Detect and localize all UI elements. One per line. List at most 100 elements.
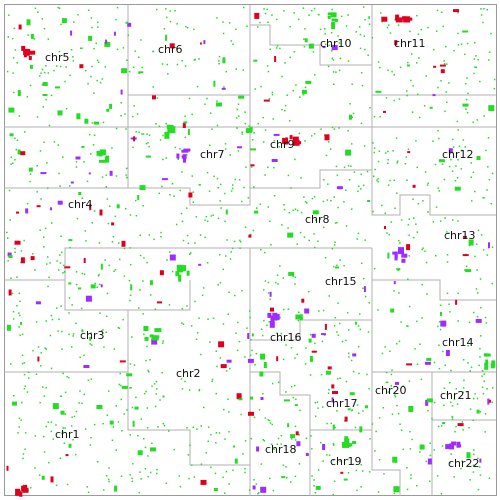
feature-mark (203, 40, 206, 45)
feature-mark (270, 244, 272, 246)
feature-mark (186, 234, 189, 237)
feature-mark (387, 252, 390, 259)
feature-mark (73, 415, 76, 418)
feature-mark (85, 240, 87, 242)
feature-mark (304, 308, 310, 314)
feature-mark (336, 186, 343, 190)
feature-mark (222, 268, 224, 271)
feature-mark (451, 405, 454, 407)
feature-mark (108, 480, 110, 483)
feature-mark (366, 170, 369, 173)
feature-mark (398, 247, 404, 255)
feature-mark (55, 484, 58, 487)
feature-mark (271, 14, 273, 16)
feature-mark (322, 200, 325, 203)
feature-mark (103, 346, 105, 348)
feature-mark (295, 439, 297, 441)
feature-mark (178, 274, 182, 282)
feature-mark (148, 145, 150, 148)
feature-mark (95, 42, 97, 45)
feature-mark (43, 141, 45, 143)
feature-mark (165, 482, 168, 485)
feature-mark (186, 427, 188, 429)
feature-mark (348, 352, 350, 355)
feature-mark (269, 220, 271, 223)
feature-mark (479, 474, 482, 476)
feature-mark (165, 157, 167, 159)
feature-mark (311, 197, 314, 200)
feature-mark (382, 407, 385, 409)
feature-mark (419, 444, 425, 450)
feature-mark (313, 233, 315, 235)
feature-mark (259, 203, 262, 205)
feature-mark (457, 11, 459, 14)
feature-mark (249, 354, 252, 357)
feature-mark (327, 15, 331, 19)
feature-mark (435, 206, 438, 208)
feature-mark (235, 28, 237, 31)
feature-mark (283, 399, 290, 402)
feature-mark (241, 131, 243, 133)
feature-mark (15, 488, 21, 496)
feature-mark (14, 137, 16, 140)
feature-mark (406, 466, 408, 469)
feature-mark (59, 65, 62, 68)
feature-mark (205, 215, 208, 218)
feature-mark (396, 162, 398, 164)
feature-mark (343, 264, 345, 267)
feature-mark (64, 427, 66, 429)
feature-mark (365, 405, 368, 409)
feature-mark (304, 200, 307, 203)
feature-mark (328, 141, 330, 143)
feature-mark (176, 63, 179, 66)
feature-mark (237, 146, 243, 149)
feature-mark (335, 18, 339, 22)
feature-mark (293, 12, 295, 14)
feature-mark (254, 12, 260, 19)
feature-mark (411, 53, 413, 55)
feature-mark (43, 451, 46, 453)
feature-mark (93, 92, 95, 94)
feature-mark (394, 18, 396, 21)
feature-mark (289, 56, 291, 59)
feature-mark (206, 262, 209, 264)
feature-mark (468, 239, 474, 246)
feature-mark (373, 147, 376, 149)
feature-mark (453, 49, 455, 52)
feature-mark (198, 184, 200, 186)
feature-mark (204, 103, 206, 105)
feature-mark (356, 238, 358, 240)
feature-mark (215, 102, 222, 107)
feature-mark (311, 333, 316, 338)
feature-mark (42, 94, 48, 96)
feature-mark (216, 177, 219, 180)
feature-mark (300, 211, 303, 214)
feature-mark (42, 386, 44, 388)
feature-mark (267, 419, 269, 421)
feature-mark (253, 132, 255, 134)
feature-mark (249, 126, 253, 132)
feature-mark (132, 463, 134, 465)
feature-mark (299, 314, 303, 321)
feature-mark (181, 171, 183, 173)
feature-mark (446, 393, 449, 395)
feature-mark (357, 325, 360, 327)
feature-mark (348, 443, 353, 447)
feature-mark (314, 74, 316, 76)
feature-mark (29, 487, 32, 489)
feature-mark (207, 318, 209, 320)
feature-mark (152, 86, 154, 88)
feature-mark (187, 242, 190, 245)
feature-mark (465, 265, 468, 268)
feature-mark (334, 222, 337, 224)
feature-mark (467, 362, 469, 364)
feature-mark (461, 421, 464, 423)
feature-mark (479, 347, 481, 350)
feature-mark (373, 151, 375, 154)
feature-mark (119, 258, 121, 261)
feature-mark (57, 200, 63, 205)
feature-mark (331, 57, 333, 60)
feature-mark (409, 30, 411, 33)
feature-mark (290, 434, 296, 439)
feature-mark (12, 72, 14, 74)
